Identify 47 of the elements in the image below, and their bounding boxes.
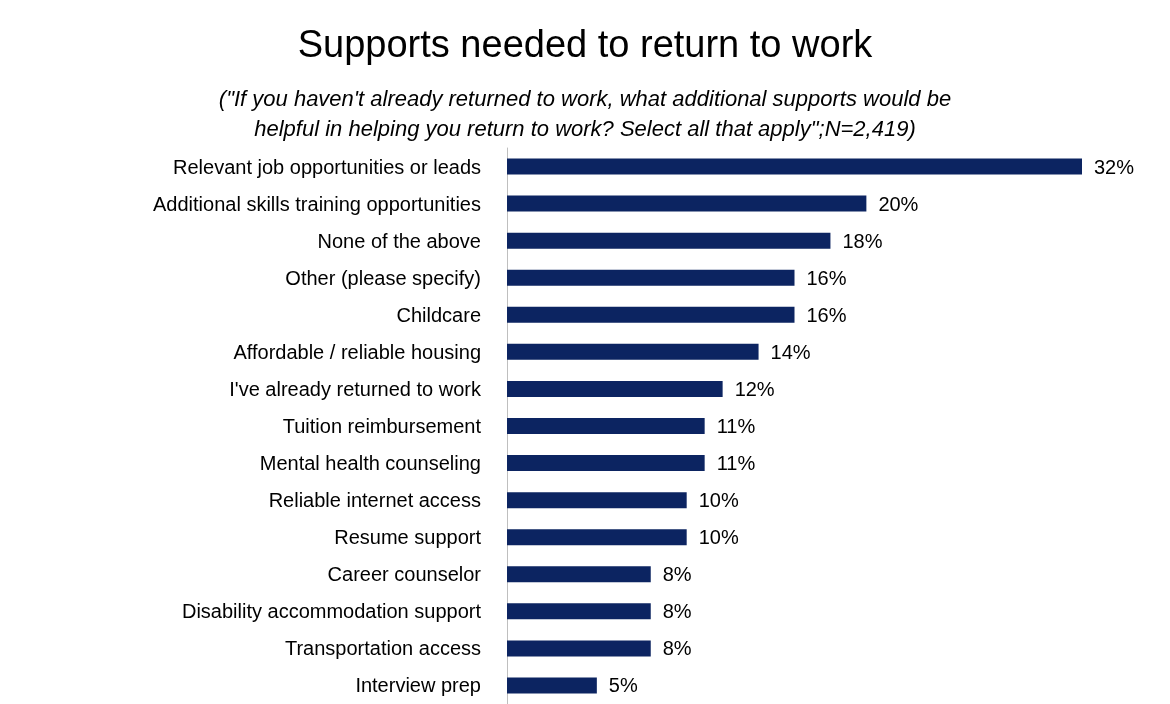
y-tick-label: Reliable internet access: [268, 489, 481, 512]
bar: [507, 380, 723, 397]
bar: [507, 343, 759, 360]
y-tick-label: Transportation access: [284, 637, 481, 660]
bar: [507, 492, 687, 509]
bar: [507, 566, 651, 583]
y-tick-label: Childcare: [396, 303, 481, 326]
y-tick-label: None of the above: [317, 229, 481, 252]
bar: [507, 232, 831, 249]
data-label: 11%: [716, 415, 756, 437]
chart-title: Supports needed to return to work: [297, 23, 874, 65]
data-label: 10%: [698, 489, 739, 512]
data-label: 8%: [662, 600, 692, 623]
bar: [507, 455, 705, 472]
data-label: 8%: [662, 563, 692, 586]
data-label: 12%: [734, 377, 775, 400]
data-label: 16%: [806, 303, 847, 326]
y-tick-label: Additional skills training opportunities: [153, 192, 481, 215]
bar: [507, 306, 795, 323]
bar: [507, 418, 705, 434]
y-tick-label: Other (please specify): [285, 266, 481, 289]
data-label: 10%: [698, 526, 739, 549]
bar: [507, 195, 867, 212]
data-label: 5%: [608, 674, 638, 697]
bar: [507, 640, 651, 657]
data-label: 16%: [806, 266, 847, 289]
y-tick-label: Relevant job opportunities or leads: [173, 155, 481, 178]
data-label: 11%: [716, 452, 756, 475]
bar: [507, 529, 687, 546]
y-tick-label: I've already returned to work: [229, 377, 482, 400]
y-tick-label: Interview prep: [355, 674, 481, 697]
y-tick-label: Mental health counseling: [259, 452, 481, 475]
y-tick-label: Tuition reimbursement: [282, 415, 482, 437]
data-label: 32%: [1094, 155, 1135, 178]
chart-subtitle: ("If you haven't already returned to work, what additional supports would be helpful in helping you return to work? Select all that apply";N=2,419): [218, 85, 952, 141]
y-tick-label: Affordable / reliable housing: [233, 340, 481, 363]
bar: [507, 158, 1082, 175]
data-label: 14%: [770, 340, 811, 363]
y-tick-label: Career counselor: [327, 563, 482, 586]
data-label: 18%: [842, 229, 883, 252]
bar: [507, 269, 795, 286]
y-tick-label: Disability accommodation support: [181, 600, 482, 623]
bar: [507, 603, 651, 620]
bar: [507, 677, 597, 694]
data-label: 20%: [878, 192, 919, 215]
data-label: 8%: [662, 637, 692, 660]
y-tick-label: Resume support: [334, 526, 482, 549]
